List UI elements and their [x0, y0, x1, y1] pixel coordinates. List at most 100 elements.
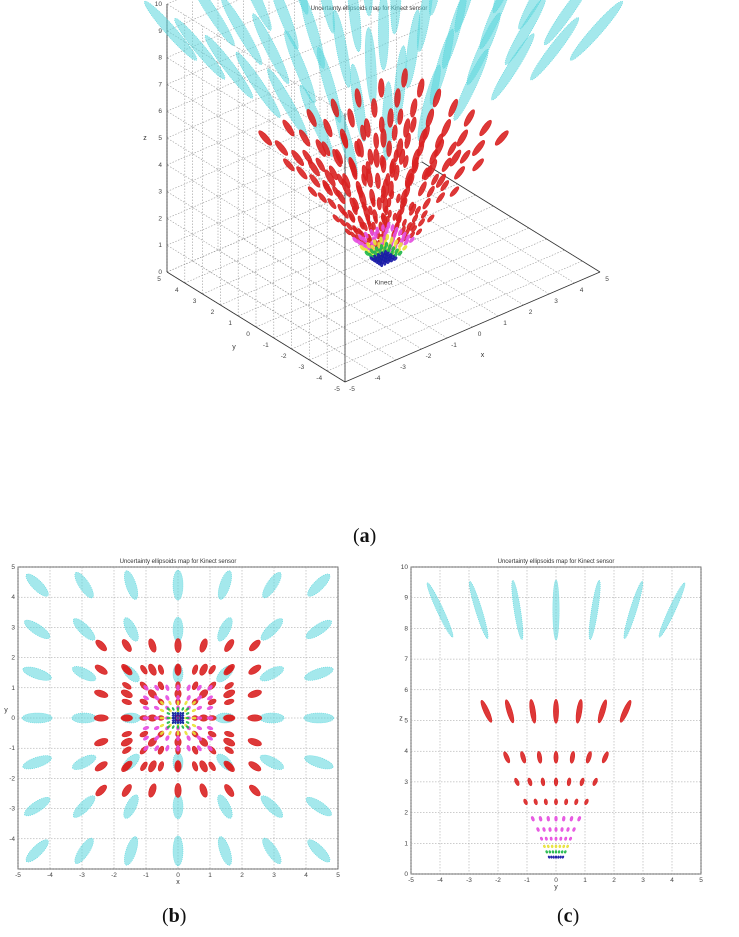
ellipsoid-b [171, 714, 175, 717]
ellipsoid-b [175, 664, 181, 675]
ellipsoid-b [154, 695, 160, 701]
ellipsoid-a [366, 218, 372, 227]
ellipsoid-c [548, 850, 552, 854]
ellipsoid-b [124, 570, 139, 600]
ellipsoid-c [558, 844, 562, 849]
ellipsoid-b [207, 698, 217, 706]
chart-b-title: Uncertainty ellipsoids map for Kinect se… [120, 559, 237, 565]
ellipsoid-a [441, 157, 452, 172]
ellipsoid-c [480, 700, 493, 723]
ellipsoid-a [394, 226, 399, 234]
x-tick-label: -4 [47, 872, 53, 879]
ellipsoid-a [436, 192, 445, 204]
ellipsoid-a [379, 236, 383, 243]
ellipsoid-a [402, 245, 408, 251]
ellipsoid-c [546, 816, 550, 822]
ellipsoid-c [536, 827, 540, 832]
ellipsoid-b [148, 663, 157, 676]
ellipsoid-b [160, 701, 164, 705]
ellipsoid-a [356, 185, 363, 198]
ellipsoid-b [166, 721, 171, 724]
ellipsoid-a [390, 224, 395, 232]
ellipsoid-b [139, 730, 149, 738]
ellipsoid-c [552, 855, 555, 859]
left-wall-horizontal-line [166, 84, 346, 195]
ellipsoid-a [296, 166, 308, 180]
y-tick-label: -4 [316, 375, 322, 382]
ellipsoid-b [199, 783, 208, 798]
ellipsoid-b [21, 712, 53, 724]
ellipsoid-a [352, 236, 358, 243]
x-tick-label: -1 [524, 877, 530, 884]
ellipsoid-a [315, 157, 326, 172]
ellipsoid-a [274, 140, 289, 156]
ellipsoid-a [366, 242, 371, 249]
x-tick-label: 4 [304, 872, 308, 879]
ellipsoid-a [543, 0, 591, 46]
ellipsoid-a [390, 0, 402, 35]
ellipsoid-b [196, 745, 202, 752]
y-tick-label: 4 [175, 287, 179, 294]
ellipsoid-b [174, 714, 177, 717]
ellipsoid-c [592, 777, 598, 786]
ellipsoid-b [307, 573, 331, 597]
ellipsoid-a [359, 221, 365, 230]
x-axis-label: x [481, 352, 485, 359]
ellipsoid-b [191, 761, 199, 772]
floor-grid-y-line [255, 216, 512, 328]
ellipsoid-b [72, 618, 96, 641]
ellipsoid-a [569, 0, 623, 61]
ellipsoid-b [139, 698, 149, 706]
ellipsoid-a [315, 0, 335, 34]
y-tick-label: -3 [299, 364, 305, 371]
ellipsoid-c [554, 850, 558, 854]
ellipsoid-a [381, 224, 385, 232]
ellipsoid-c [539, 836, 544, 841]
ellipsoid-b [148, 783, 157, 798]
ellipsoid-c [520, 751, 527, 764]
left-wall-horizontal-line [166, 110, 346, 222]
ellipsoid-a [388, 244, 392, 250]
ellipsoid-a [351, 205, 358, 215]
ellipsoid-c [569, 751, 575, 764]
ellipsoid-c [557, 850, 561, 854]
ellipsoid-b [171, 707, 175, 711]
ellipsoid-a [328, 165, 338, 181]
ellipsoid-b [165, 695, 170, 701]
ellipsoid-a [422, 124, 430, 141]
ellipsoid-a [374, 246, 379, 252]
ellipsoid-b [223, 737, 236, 747]
ellipsoid-b [217, 836, 232, 866]
ellipsoid-a [387, 209, 392, 218]
x-tick-label: -4 [437, 877, 443, 884]
x-tick-label: 0 [554, 877, 558, 884]
axis-x-edge [344, 271, 601, 383]
ellipsoid-a [418, 218, 425, 227]
ellipsoid-a [412, 161, 419, 174]
ellipsoid-b [224, 784, 235, 797]
ellipsoid-a [322, 179, 331, 192]
ellipsoid-c [575, 699, 583, 724]
caption-a: (a) [353, 525, 377, 547]
ellipsoid-a [449, 186, 460, 197]
ellipsoid-b [224, 698, 235, 705]
ellipsoid-b [176, 717, 179, 719]
ellipsoid-a [342, 210, 349, 219]
ellipsoid-b [123, 617, 139, 642]
chart-b-svg: -5 -4 -3 -2 -1 0 1 2 3 4 5 -4 -3 -2 -1 0 1 2 3 4 5 x y Uncertai… [4, 559, 340, 886]
ellipsoid-a [291, 150, 305, 167]
ellipsoid-b [196, 735, 202, 741]
ellipsoid-b [217, 794, 233, 819]
y-tick-label: -2 [281, 353, 287, 360]
ellipsoid-b [174, 719, 177, 722]
y-tick-label: 4 [11, 594, 15, 601]
x-axis-label: x [176, 879, 180, 886]
ellipsoid-b [196, 684, 202, 691]
ellipsoid-a [389, 236, 394, 243]
ellipsoid-c [566, 777, 572, 787]
ellipsoid-b [165, 735, 170, 741]
ellipsoid-b [199, 760, 208, 773]
ellipsoid-c [566, 827, 570, 832]
ellipsoid-b [262, 837, 282, 864]
ellipsoid-b [72, 795, 96, 818]
